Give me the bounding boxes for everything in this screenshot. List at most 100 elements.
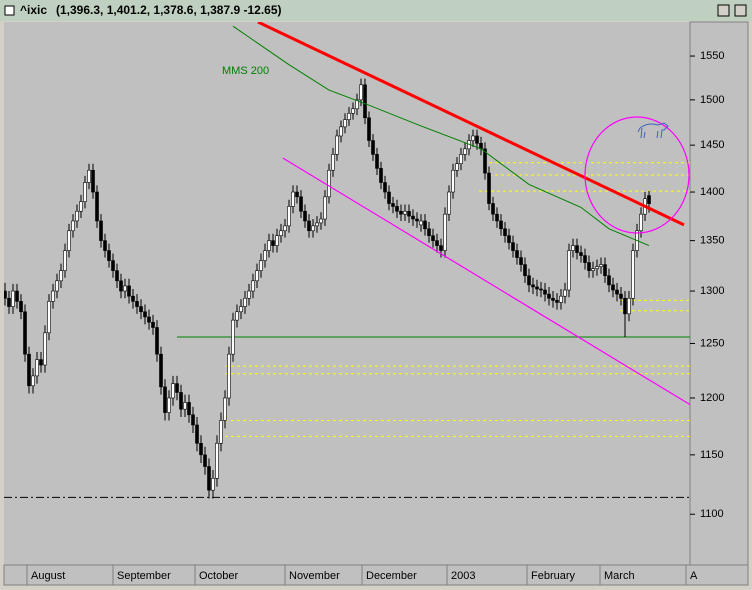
candle-body: [67, 230, 71, 251]
candle-body: [83, 182, 87, 202]
y-tick-label: 1350: [700, 235, 724, 247]
candle-body: [563, 289, 567, 297]
x-tick-label: November: [289, 570, 340, 582]
candle-body: [151, 321, 155, 328]
x-tick-label: A: [690, 570, 698, 582]
candle-body: [259, 260, 263, 271]
candle-body: [491, 203, 495, 215]
candle-body: [475, 135, 479, 144]
candle-body: [275, 235, 279, 246]
candle-body: [587, 262, 591, 271]
x-tick-label: September: [117, 570, 171, 582]
candle-body: [623, 297, 627, 315]
candle-body: [331, 154, 335, 171]
candle-body: [103, 240, 107, 251]
candle-body: [191, 414, 195, 426]
candle-body: [211, 477, 215, 491]
candle-body: [407, 210, 411, 217]
candle-body: [311, 225, 315, 232]
candle-body: [71, 220, 75, 232]
candle-body: [195, 424, 199, 444]
candle-body: [387, 191, 391, 204]
candle-body: [619, 293, 623, 299]
candle-body: [263, 250, 267, 261]
candle-body: [379, 168, 383, 183]
candle-body: [511, 242, 515, 251]
y-tick-label: 1550: [700, 50, 724, 62]
candle-body: [175, 383, 179, 393]
candle-body: [351, 108, 355, 114]
candle-body: [603, 264, 607, 277]
candle-body: [51, 290, 55, 302]
candle-body: [199, 442, 203, 456]
candle-body: [155, 327, 159, 355]
candle-body: [343, 119, 347, 128]
candle-body: [567, 250, 571, 291]
x-tick-label: March: [604, 570, 635, 582]
y-tick-label: 1150: [700, 449, 724, 461]
candle-body: [307, 220, 311, 232]
candle-body: [119, 280, 123, 292]
candle-body: [451, 169, 455, 193]
candle-body: [627, 297, 631, 315]
title-bar: [0, 0, 752, 21]
moving-average: [232, 25, 650, 247]
x-tick-label: 2003: [451, 570, 475, 582]
candle-body: [531, 284, 535, 288]
plot-area: [4, 22, 690, 565]
y-axis-panel: [689, 21, 749, 566]
candle-body: [647, 195, 651, 204]
candle-body: [535, 286, 539, 290]
candle-body: [471, 135, 475, 141]
candle-body: [419, 220, 423, 226]
candle-body: [447, 191, 451, 215]
candle-body: [87, 169, 91, 183]
candle-body: [235, 311, 239, 321]
candle-body: [303, 210, 307, 222]
y-tick-label: 1300: [700, 285, 724, 297]
candle-body: [19, 301, 23, 313]
candle-body: [571, 245, 575, 251]
candle-body: [483, 148, 487, 174]
y-tick-label: 1450: [700, 139, 724, 151]
candle-body: [319, 218, 323, 224]
candle-body: [131, 295, 135, 302]
candle-body: [599, 264, 603, 267]
candle-body: [231, 319, 235, 355]
candle-body: [371, 140, 375, 155]
candle-body: [527, 275, 531, 286]
y-tick-label: 1200: [700, 392, 724, 404]
minimize-button[interactable]: [717, 4, 730, 17]
candle-body: [115, 270, 119, 282]
candle-body: [203, 454, 207, 467]
trend-line: [282, 157, 690, 406]
x-tick-label: October: [199, 570, 238, 582]
y-tick-label: 1500: [700, 94, 724, 106]
candle-body: [499, 220, 503, 230]
candle-body: [47, 301, 51, 334]
x-axis-panel: [3, 564, 749, 586]
window-icon[interactable]: [4, 5, 15, 16]
trend-line: [257, 22, 685, 227]
candle-body: [183, 402, 187, 410]
candle-body: [143, 311, 147, 318]
candle-body: [135, 301, 139, 307]
candle-body: [279, 230, 283, 236]
candle-body: [395, 206, 399, 212]
candle-body: [139, 306, 143, 313]
series-label: MMS 200: [222, 65, 269, 77]
candle-body: [455, 163, 459, 171]
candle-body: [95, 191, 99, 222]
candle-body: [547, 293, 551, 299]
candle-body: [559, 295, 563, 303]
candle-body: [363, 84, 367, 119]
candle-body: [515, 250, 519, 258]
candle-body: [543, 289, 547, 295]
candle-body: [99, 220, 103, 241]
maximize-button[interactable]: [734, 4, 747, 17]
candle-body: [239, 306, 243, 313]
candle-body: [615, 289, 619, 295]
candle-body: [4, 290, 7, 299]
candle-body: [519, 257, 523, 265]
